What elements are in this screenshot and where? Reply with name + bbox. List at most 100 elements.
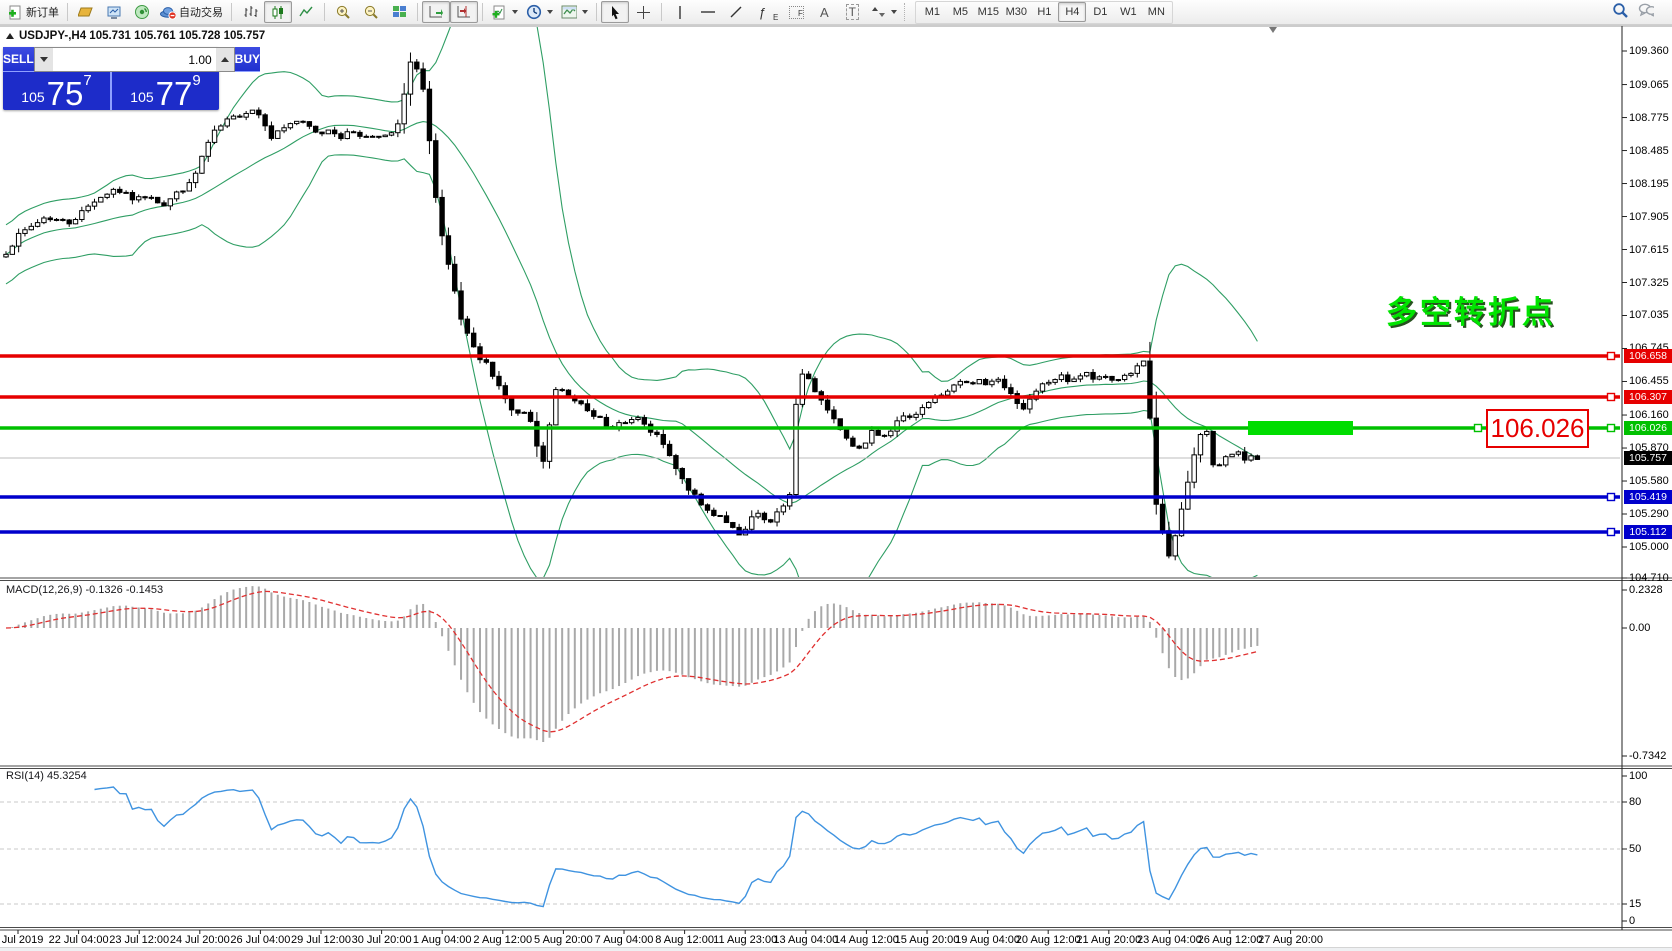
text-label-tool-button[interactable]: T [838, 1, 866, 23]
price-axis-tick: 107.035 [1629, 309, 1669, 322]
trendline-tool-button[interactable] [722, 1, 750, 23]
price-axis-tick: 106.160 [1629, 409, 1669, 422]
sell-price-display[interactable]: 105 75 7 [3, 72, 110, 110]
autotrading-icon [160, 4, 176, 20]
buy-price-big: 77 [155, 74, 193, 112]
auto-scroll-button[interactable] [422, 1, 450, 23]
autotrading-button[interactable]: 自动交易 [156, 1, 227, 23]
toolbar-right-icons [1612, 2, 1654, 18]
sell-price-pip: 7 [83, 72, 92, 89]
arrows-tool-button[interactable] [866, 1, 901, 23]
search-icon[interactable] [1612, 2, 1628, 18]
cursor-tool-button[interactable] [601, 1, 629, 23]
line-anchor-marker[interactable] [1606, 527, 1616, 537]
chart-annotation-text[interactable]: 多空转折点 [1386, 295, 1556, 330]
price-axis-tick: 107.615 [1629, 243, 1669, 256]
price-label-badge: 105.419 [1624, 490, 1672, 504]
separator [482, 3, 483, 21]
status-bar [0, 947, 1672, 951]
text-tool-button[interactable]: A [810, 1, 838, 23]
line-anchor-marker[interactable] [1606, 492, 1616, 502]
timeframe-button-m5[interactable]: M5 [952, 6, 968, 18]
templates-button[interactable] [557, 1, 592, 23]
timeframe-button-h4[interactable]: H4 [1058, 2, 1087, 22]
price-axis-tick: 109.065 [1629, 78, 1669, 91]
timeframe-button-m30[interactable]: M30 [1005, 6, 1028, 18]
tile-windows-button[interactable] [385, 1, 413, 23]
sell-price-base: 105 [21, 89, 45, 105]
line-anchor-marker[interactable] [1606, 423, 1616, 433]
timeframe-button-h1[interactable]: H1 [1037, 6, 1052, 18]
volume-decrease-button[interactable] [34, 48, 53, 71]
separator [417, 3, 418, 21]
rsi-line [94, 786, 1258, 908]
price-axis-tick: 105.000 [1629, 541, 1669, 553]
time-axis-label: 26 Jul 04:00 [230, 934, 291, 946]
bollinger-band-line [5, 121, 1258, 505]
volume-input[interactable] [52, 48, 216, 71]
price-label-badge: 106.026 [1624, 421, 1672, 435]
highlight-rectangle[interactable] [1248, 421, 1353, 435]
line-chart-type-button[interactable] [292, 1, 320, 23]
chart-ohlc-title: USDJPY-,H4 105.731 105.761 105.728 105.7… [6, 30, 265, 42]
price-axis-tick: 108.485 [1629, 144, 1669, 157]
triangle-down-icon [39, 57, 48, 62]
line-anchor-marker[interactable] [1606, 392, 1616, 402]
triangle-up-icon [220, 57, 229, 62]
timeframe-button-m15[interactable]: M15 [977, 6, 1000, 18]
time-axis-label: 22 Jul 04:00 [48, 934, 109, 946]
buy-price-display[interactable]: 105 77 9 [112, 72, 219, 110]
zoom-in-icon [335, 4, 351, 20]
timeframe-button-w1[interactable]: W1 [1120, 6, 1137, 18]
fibonacci-tool-button[interactable]: ƒ E [750, 1, 782, 23]
volume-increase-button[interactable] [215, 48, 234, 71]
bar-chart-type-button[interactable] [236, 1, 264, 23]
line-anchor-marker[interactable] [1473, 423, 1483, 433]
chat-icon[interactable] [1638, 2, 1654, 18]
main-toolbar: 新订单 自动交易 [0, 0, 1672, 25]
horizontal-line-icon [700, 4, 716, 20]
sell-button[interactable]: SELL [3, 47, 34, 72]
chart-title-text: USDJPY-,H4 105.731 105.761 105.728 105.7… [19, 30, 266, 42]
line-anchor-marker[interactable] [1606, 351, 1616, 361]
candlestick-icon [270, 4, 286, 20]
timeframe-button-mn[interactable]: MN [1147, 6, 1165, 18]
crosshair-icon [635, 4, 651, 20]
price-label-badge: 105.757 [1624, 451, 1672, 465]
horizontal-line-tool-button[interactable] [694, 1, 722, 23]
time-axis-label: 23 Aug 04:00 [1136, 934, 1202, 946]
time-axis-label: 15 Aug 20:00 [894, 934, 960, 946]
chart-window-button[interactable] [72, 1, 100, 23]
chart-shift-marker-icon[interactable] [1269, 27, 1277, 33]
rsi-indicator-label: RSI(14) 45.3254 [6, 770, 87, 782]
price-callout-box[interactable]: 106.026 [1486, 409, 1589, 448]
timeframe-button-m1[interactable]: M1 [924, 6, 940, 18]
bar-chart-icon [242, 4, 258, 20]
macd-indicator-label: MACD(12,26,9) -0.1326 -0.1453 [6, 584, 164, 596]
timeframe-toolbar: M1 M5 M15 M30 H1 H4 D1 W1 MN [915, 0, 1174, 24]
market-watch-button[interactable] [100, 1, 128, 23]
time-axis-label: 29 Jul 12:00 [291, 934, 351, 946]
vertical-line-tool-button[interactable] [666, 1, 694, 23]
crosshair-tool-button[interactable] [629, 1, 657, 23]
candlestick-chart-type-button[interactable] [264, 1, 292, 23]
zoom-out-button[interactable] [357, 1, 385, 23]
new-order-button[interactable]: 新订单 [3, 1, 63, 23]
signals-button[interactable] [128, 1, 156, 23]
time-axis-label: 20 Aug 12:00 [1015, 934, 1081, 946]
collapse-panel-icon[interactable] [6, 33, 14, 39]
indicators-button[interactable] [487, 1, 522, 23]
time-axis-label: 27 Aug 20:00 [1258, 934, 1324, 946]
buy-button[interactable]: BUY [234, 47, 261, 72]
zoom-in-button[interactable] [329, 1, 357, 23]
timeframe-button-d1[interactable]: D1 [1093, 6, 1108, 18]
line-chart-icon [298, 4, 314, 20]
channel-tool-button[interactable]: F [782, 1, 810, 23]
chart-shift-button[interactable] [450, 1, 478, 23]
periods-button[interactable] [522, 1, 557, 23]
new-order-label: 新订单 [26, 7, 59, 19]
price-axis-tick: 107.905 [1629, 210, 1669, 223]
